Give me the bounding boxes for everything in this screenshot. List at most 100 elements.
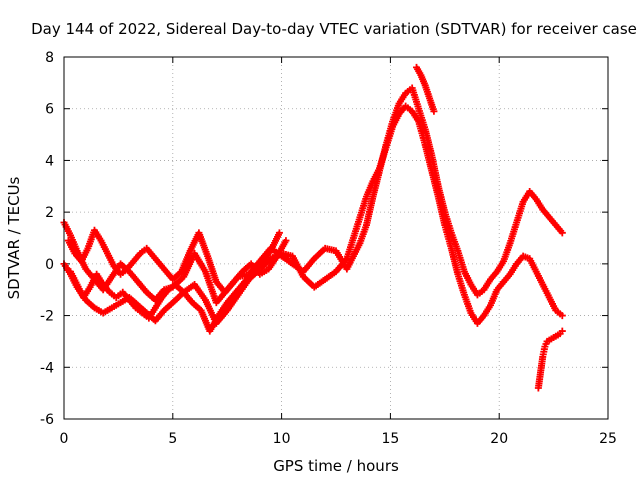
data-point-fill [190,300,203,313]
x-axis-title: GPS time / hours [273,457,399,475]
data-point-fill [78,246,91,263]
data-point-fill [553,223,565,235]
data-point-fill [290,254,306,279]
data-point-fill [105,252,117,268]
series-trace-f [534,327,566,392]
chart-title: Day 144 of 2022, Sidereal Day-to-day VTE… [31,20,637,38]
data-point-fill [93,305,105,316]
data-point-fill [164,270,175,281]
data-point-fill [119,295,131,305]
data-point-fill [207,314,221,333]
data-point-fill [481,303,493,318]
data-point-fill [409,86,422,110]
data-point-fill [157,262,169,274]
series-trace-b [60,102,566,327]
y-tick-label: 0 [45,257,54,273]
data-point-fill [507,221,520,245]
data-point-fill [476,287,486,297]
data-point-fill [422,128,435,157]
data-point-fill [81,285,93,299]
data-point-fill [514,254,526,266]
y-tick-label: -6 [40,412,54,428]
data-point-fill [488,270,499,281]
data-point-fill [181,290,195,305]
data-point-fill [61,221,73,237]
x-tick-label: 5 [168,431,177,447]
data-point-fill [370,166,382,183]
data-point-fill [258,256,273,271]
data-point-fill [94,272,106,286]
data-point-fill [301,275,316,289]
data-point-fill [84,298,97,310]
data-point-fill [125,259,136,271]
data-point-fill [404,104,414,114]
data-point-fill [202,270,220,304]
data-point-fill [258,266,270,277]
grid [64,57,608,419]
data-points [60,63,566,392]
data-point-fill [171,269,184,282]
data-point-fill [162,300,175,313]
data-point [430,107,438,115]
data-point-fill [376,146,389,170]
data-point-fill [127,269,141,284]
data-point-fill [114,290,125,300]
data-point-fill [141,311,151,320]
data-point-fill [192,252,208,274]
data-point-fill [120,290,132,302]
data-point-fill [414,65,424,77]
data-point-fill [151,254,162,266]
data-point-fill [428,169,442,198]
data-point-fill [225,290,238,305]
x-tick-label: 20 [490,431,508,447]
data-point-fill [225,293,241,312]
data-point-fill [222,280,236,295]
data-point [558,312,566,320]
series-trace-c [64,226,290,296]
x-tick-label: 15 [381,431,399,447]
data-point-fill [396,91,408,105]
data-point-fill [204,254,220,284]
data-point-fill [112,264,123,276]
data-point-fill [363,195,376,227]
y-tick-label: -2 [40,309,54,325]
data-point-fill [259,249,273,264]
data-point-fill [127,298,138,310]
data-point [282,237,290,245]
x-tick-label: 25 [599,431,617,447]
data-point-fill [268,231,282,253]
data-point-fill [242,269,256,284]
axis-ticks [63,56,609,420]
data-point-fill [350,241,363,258]
data-point-fill [138,246,149,256]
data-point-fill [487,288,500,307]
data-point-fill [546,296,559,312]
data-point-fill [153,287,167,302]
data-point-fill [404,86,414,95]
data-point-fill [527,189,539,201]
x-tick-label: 10 [273,431,291,447]
data-point-fill [533,270,546,286]
data-point-fill [475,314,486,325]
data-point-fill [409,109,421,124]
data-point-fill [495,280,506,292]
y-tick-label: 4 [45,153,54,169]
data-point-fill [92,228,104,243]
data-point-fill [192,282,208,302]
data-point-fill [131,251,143,263]
data-point-fill [167,282,177,292]
data-point-fill [344,254,356,271]
data-point-fill [153,296,165,310]
data-point-fill [323,269,338,282]
plot-frame [63,56,609,420]
data-point-fill [251,259,265,274]
series-trace-e [413,63,438,115]
data-point-fill [98,239,110,255]
data-point-fill [535,371,544,390]
data-point [558,327,566,335]
data-point [558,229,566,237]
data-point-fill [547,215,558,227]
data-point-fill [363,179,376,198]
data-point-fill [537,355,546,374]
